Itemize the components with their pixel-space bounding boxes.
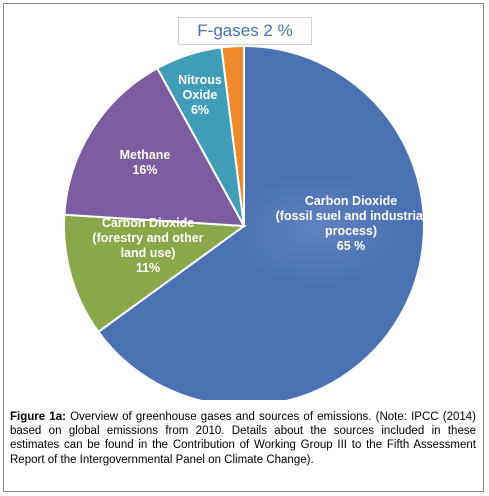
label-line: Nitrous <box>178 73 222 87</box>
label-line: (forestry and other <box>92 231 204 245</box>
label-line: 16% <box>132 163 158 177</box>
label-line: land use) <box>120 246 176 260</box>
label-line: 6% <box>190 103 210 117</box>
slice-label-co2-forestry: Carbon Dioxide (forestry and other land … <box>78 216 218 276</box>
pie-slice-1 <box>63 213 247 334</box>
highlight-glow <box>233 175 403 285</box>
label-line: Carbon Dioxide <box>304 194 398 208</box>
label-line: 65 % <box>336 239 366 253</box>
slice-label-f-gases: F-gases 2 % <box>197 21 293 40</box>
slice-label-nitrous-oxide: Nitrous Oxide 6% <box>168 73 232 118</box>
pie-slice-2 <box>63 66 246 228</box>
pie-slice-4 <box>220 44 245 227</box>
slice-label-methane: Methane 16% <box>105 148 185 178</box>
label-line: 11% <box>135 261 161 275</box>
label-line: (fossil suel and industrial <box>275 209 427 223</box>
label-line: Methane <box>119 148 171 162</box>
label-line: Oxide <box>182 88 218 102</box>
caption-figure-label: Figure 1a: <box>10 411 66 423</box>
f-gases-callout: F-gases 2 % <box>178 17 312 45</box>
label-line: Carbon Dioxide <box>101 216 195 230</box>
figure-caption: Figure 1a: Overview of greenhouse gases … <box>10 410 476 467</box>
pie-chart <box>63 44 425 400</box>
label-line: process) <box>324 224 378 238</box>
slice-label-co2-fossil: Carbon Dioxide (fossil suel and industri… <box>256 194 446 254</box>
caption-text: Overview of greenhouse gases and sources… <box>10 411 476 466</box>
